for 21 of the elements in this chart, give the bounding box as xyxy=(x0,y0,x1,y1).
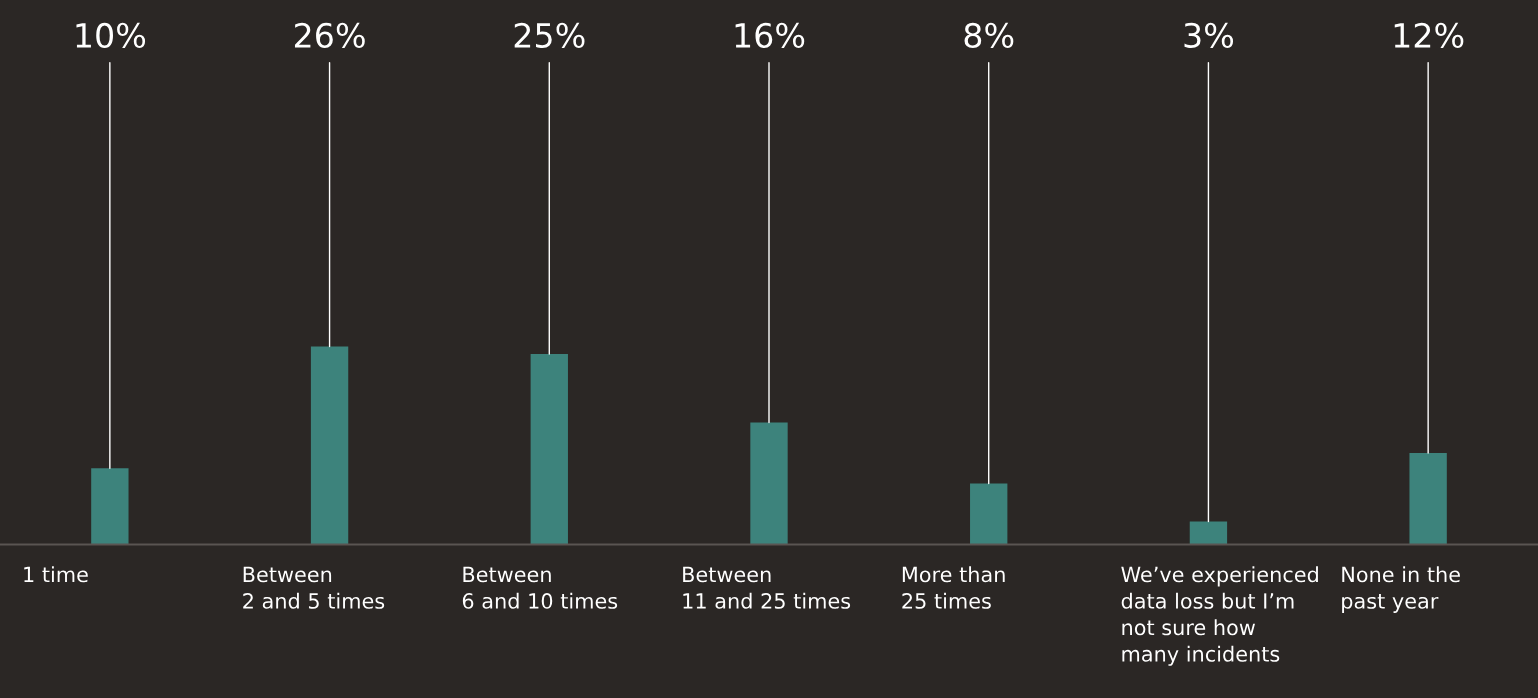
data-label: 16% xyxy=(735,22,805,48)
bar xyxy=(1409,453,1447,545)
x-tick-label: None in the past year xyxy=(1342,566,1460,613)
bar xyxy=(1189,521,1228,545)
data-label: 10% xyxy=(76,22,146,48)
data-label: 25% xyxy=(514,22,585,48)
data-label: 8% xyxy=(964,22,1014,48)
x-tick-label: We’ve experienced data loss but I’m not sure how many incidents xyxy=(1121,566,1318,666)
x-tick-label: 1 time xyxy=(24,566,88,583)
x-tick-label: More than 25 times xyxy=(902,566,1005,609)
bar xyxy=(970,483,1008,545)
x-tick-label: Between 11 and 25 times xyxy=(683,566,851,609)
x-tick-label: Between 6 and 10 times xyxy=(462,566,618,609)
data-label: 12% xyxy=(1394,22,1464,48)
bar xyxy=(91,468,129,545)
x-tick-label: Between 2 and 5 times xyxy=(243,566,385,609)
data-label: 3% xyxy=(1184,22,1234,48)
data-label: 26% xyxy=(294,22,365,48)
bar xyxy=(310,346,349,545)
bar xyxy=(750,422,788,545)
bar xyxy=(530,354,568,545)
